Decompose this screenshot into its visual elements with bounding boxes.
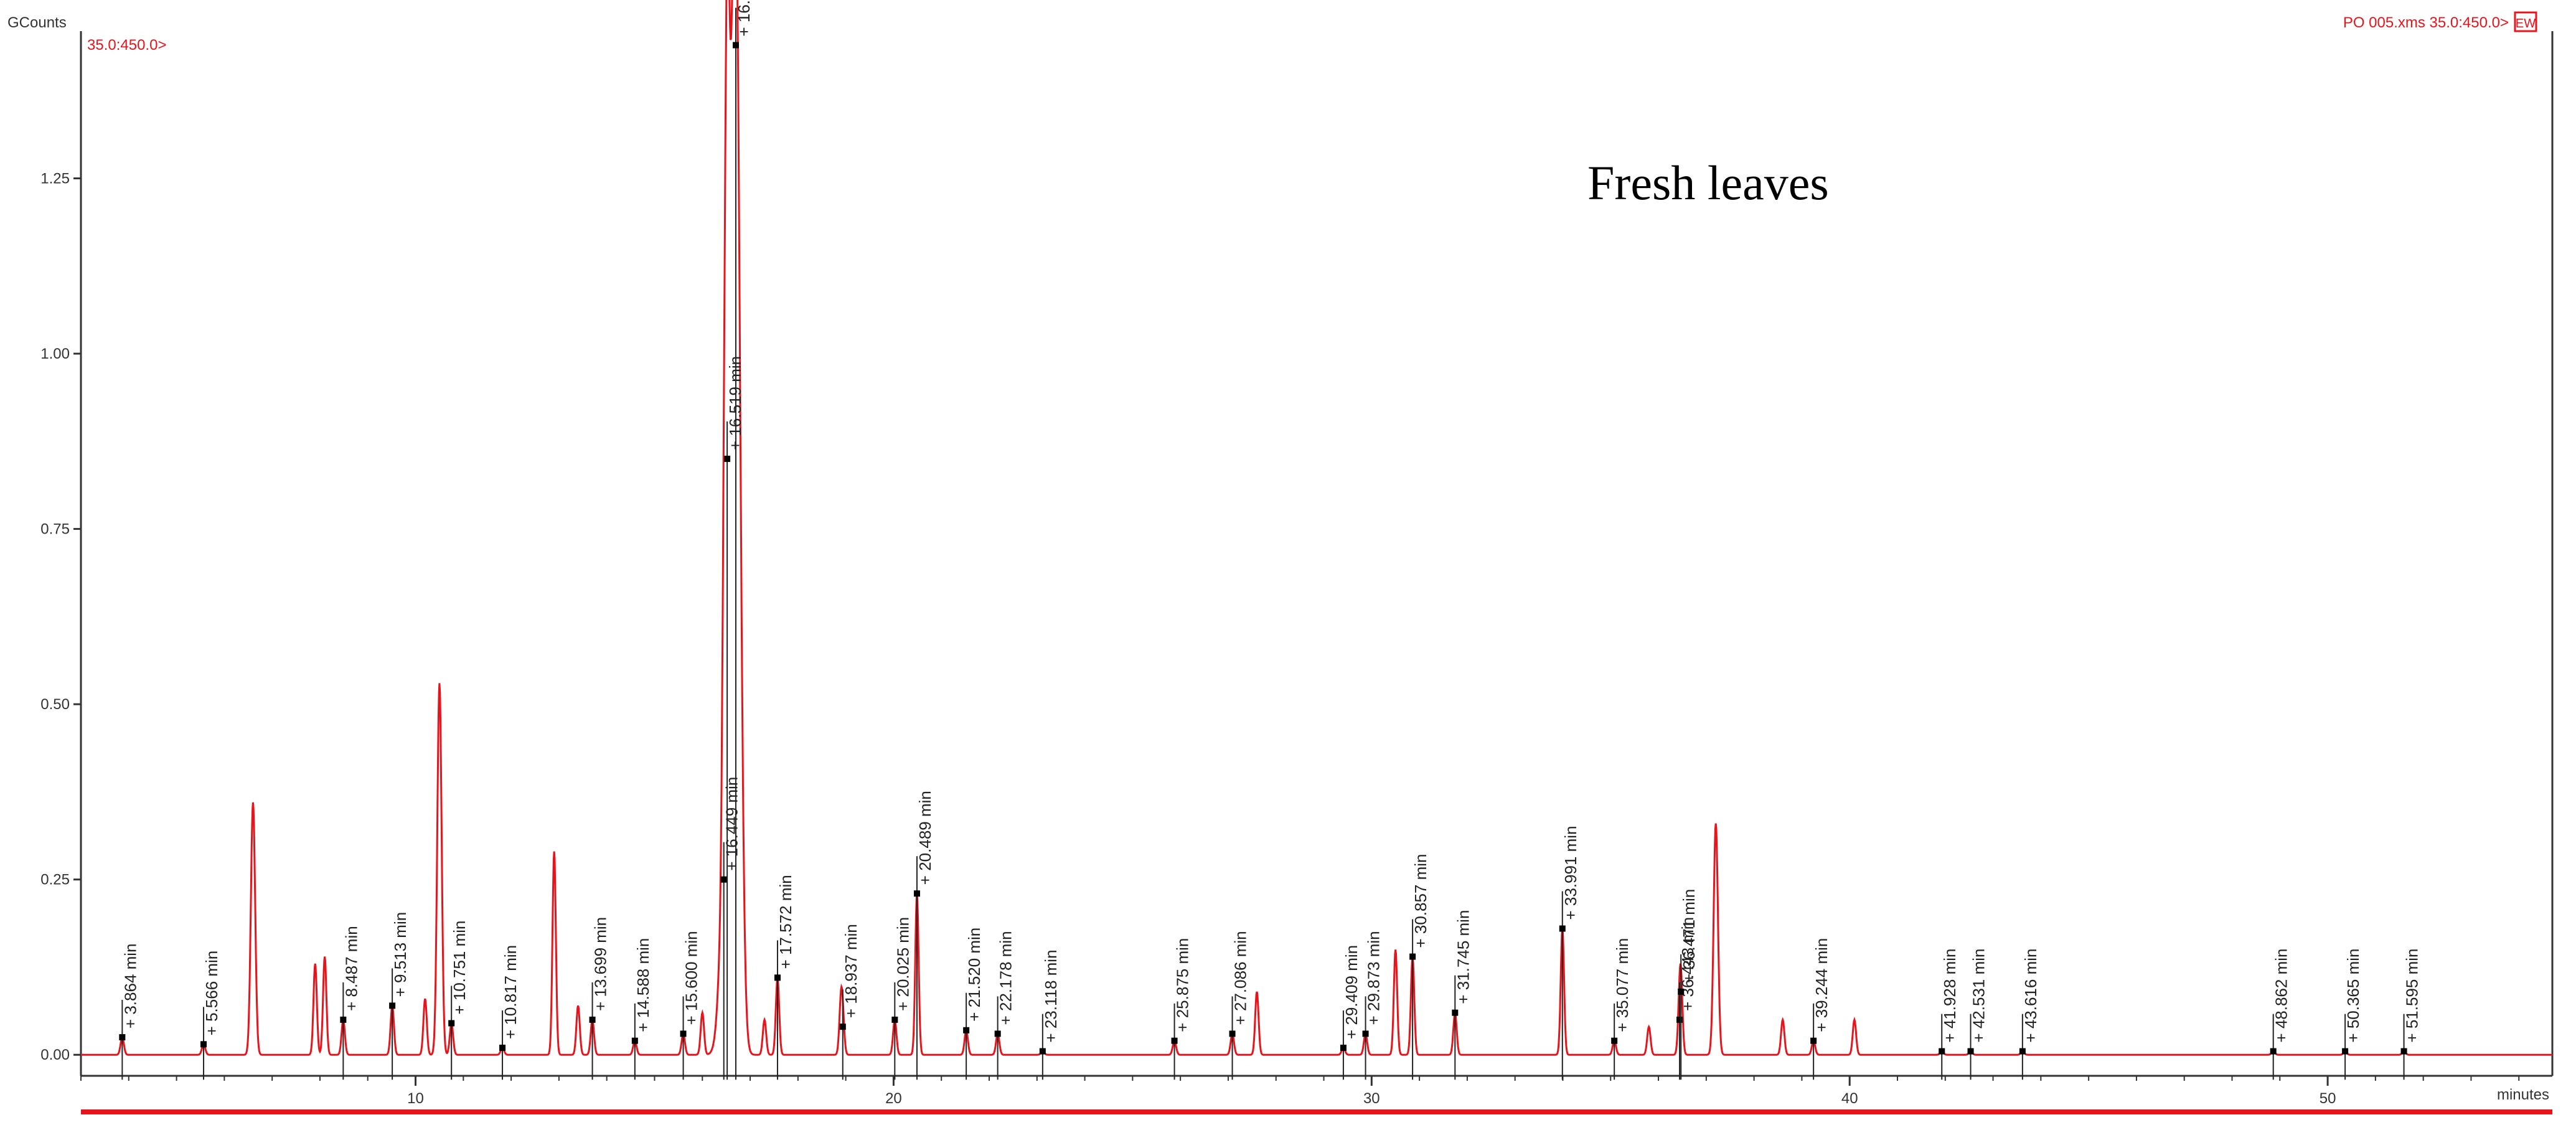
scan-range-label: 35.0:450.0>	[87, 37, 166, 54]
peak-marker-dot	[1340, 1044, 1347, 1051]
peak-marker-dot	[1409, 953, 1416, 960]
peak-marker-dot	[913, 890, 920, 897]
peak-label: + 31.745 min	[1454, 910, 1472, 1004]
peak-label: + 27.086 min	[1231, 931, 1250, 1025]
peak-marker-dot	[1229, 1030, 1236, 1037]
peak-marker-dot	[1939, 1048, 1945, 1055]
y-tick-label: 0.00	[40, 1047, 70, 1063]
y-tick-label: 0.75	[40, 521, 70, 538]
peak-marker-dot	[2270, 1048, 2277, 1055]
x-ticks: 10 20 30 40 50	[407, 1076, 2336, 1107]
file-info-label: PO 005.xms 35.0:450.0>	[2343, 14, 2509, 31]
y-tick-label: 0.50	[40, 696, 70, 713]
peak-label: + 5.566 min	[202, 951, 221, 1036]
peak-marker-dot	[2019, 1048, 2026, 1055]
peak-label: + 42.531 min	[1970, 949, 1988, 1043]
sample-annotation: Fresh leaves	[1587, 156, 1829, 210]
peak-label: + 36.471 min	[1680, 889, 1698, 983]
peak-label: + 50.365 min	[2344, 949, 2362, 1043]
peak-marker-dot	[340, 1016, 347, 1023]
x-tick-label: 30	[1363, 1090, 1380, 1107]
peak-marker-dot	[448, 1020, 455, 1027]
y-tick-label: 1.00	[40, 346, 70, 362]
peak-marker-dot	[680, 1030, 687, 1037]
y-ticks: 0.00 0.25 0.50 0.75 1.00 1.25	[40, 170, 81, 1063]
peak-marker-dot	[2400, 1048, 2407, 1055]
peak-label: + 9.513 min	[391, 912, 410, 997]
peak-marker-dot	[994, 1030, 1001, 1037]
peak-marker-dot	[1678, 988, 1685, 995]
peak-label: + 3.864 min	[121, 943, 139, 1029]
peak-marker-dot	[631, 1037, 638, 1044]
peak-marker-dot	[1171, 1037, 1178, 1044]
peak-marker-dot	[774, 974, 781, 981]
x-minor-ticks	[80, 1076, 2520, 1081]
peak-marker-dot	[200, 1041, 207, 1048]
peak-marker-dot	[2342, 1048, 2349, 1055]
peak-marker-dot	[1452, 1009, 1459, 1016]
peak-label: + 35.077 min	[1613, 938, 1632, 1032]
peak-marker-dot	[1611, 1037, 1618, 1044]
peak-marker-dot	[839, 1024, 846, 1030]
peak-marker-dot	[891, 1016, 898, 1023]
x-tick-label: 20	[885, 1090, 902, 1107]
peak-label: + 20.025 min	[893, 917, 912, 1011]
peak-label: + 22.178 min	[997, 931, 1015, 1025]
peak-marker-dot	[119, 1034, 126, 1041]
chromatogram-trace	[81, 0, 2552, 1056]
peak-label: + 30.857 min	[1411, 854, 1430, 948]
peak-marker-dot	[724, 455, 731, 462]
peak-marker-dot	[1810, 1037, 1817, 1044]
peak-label: + 39.244 min	[1812, 938, 1831, 1032]
x-tick-label: 40	[1841, 1090, 1858, 1107]
bottom-status-bar	[81, 1109, 2552, 1114]
peak-label: + 43.616 min	[2021, 949, 2040, 1043]
x-tick-label: 50	[2320, 1090, 2336, 1107]
peak-label: + 10.751 min	[450, 920, 469, 1014]
peak-marker-dot	[499, 1044, 506, 1051]
peak-marker-dot	[733, 42, 740, 49]
peak-markers: + 3.864 min + 5.566 min + 8.487 min + 9.513…	[119, 0, 2422, 1080]
corner-badge[interactable]: EW	[2514, 11, 2537, 32]
peak-label: + 21.520 min	[965, 928, 984, 1022]
peak-label: + 33.991 min	[1561, 826, 1580, 920]
y-unit-label: GCounts	[7, 14, 67, 31]
peak-label: + 18.937 min	[842, 924, 860, 1018]
peak-label: + 16.	[735, 0, 753, 37]
peak-label: + 16.449 min	[723, 777, 741, 871]
y-tick-label: 0.25	[40, 872, 70, 888]
peak-marker-dot	[1362, 1030, 1369, 1037]
peak-label: + 13.699 min	[591, 917, 610, 1011]
peak-label: + 41.928 min	[1940, 949, 1959, 1043]
peak-marker-dot	[1039, 1048, 1046, 1055]
peak-label: + 8.487 min	[342, 926, 360, 1011]
corner-badge-label: EW	[2516, 17, 2536, 31]
peak-label: + 10.817 min	[501, 945, 520, 1039]
peak-marker-dot	[963, 1027, 970, 1033]
y-tick-label: 1.25	[40, 170, 70, 187]
peak-marker-dot	[720, 876, 727, 883]
peak-marker-dot	[1967, 1048, 1974, 1055]
x-tick-label: 10	[407, 1090, 424, 1107]
peak-label: + 48.862 min	[2272, 949, 2291, 1043]
peak-marker-dot	[389, 1002, 396, 1009]
peak-marker-dot	[589, 1016, 596, 1023]
peak-label: + 29.873 min	[1365, 931, 1383, 1025]
peak-label: + 29.409 min	[1342, 945, 1361, 1039]
x-axis-title: minutes	[2497, 1086, 2549, 1103]
peak-label: + 17.572 min	[776, 875, 795, 969]
peak-label: + 23.118 min	[1041, 949, 1060, 1042]
peak-label: + 25.875 min	[1173, 938, 1192, 1032]
peak-label: + 14.588 min	[634, 938, 652, 1032]
peak-label: + 20.489 min	[916, 791, 934, 885]
peak-marker-dot	[1676, 1016, 1683, 1023]
peak-label: + 51.595 min	[2403, 949, 2422, 1043]
peak-label: + 15.600 min	[682, 931, 701, 1025]
peak-marker-dot	[1559, 925, 1566, 932]
